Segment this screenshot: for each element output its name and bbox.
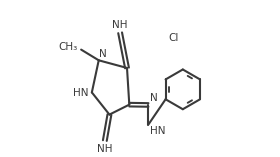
- Text: HN: HN: [150, 126, 165, 136]
- Text: Cl: Cl: [168, 33, 179, 43]
- Text: NH: NH: [112, 20, 128, 30]
- Text: HN: HN: [73, 88, 88, 98]
- Text: NH: NH: [97, 144, 112, 154]
- Text: CH₃: CH₃: [59, 42, 78, 51]
- Text: N: N: [99, 49, 107, 59]
- Text: N: N: [150, 93, 158, 103]
